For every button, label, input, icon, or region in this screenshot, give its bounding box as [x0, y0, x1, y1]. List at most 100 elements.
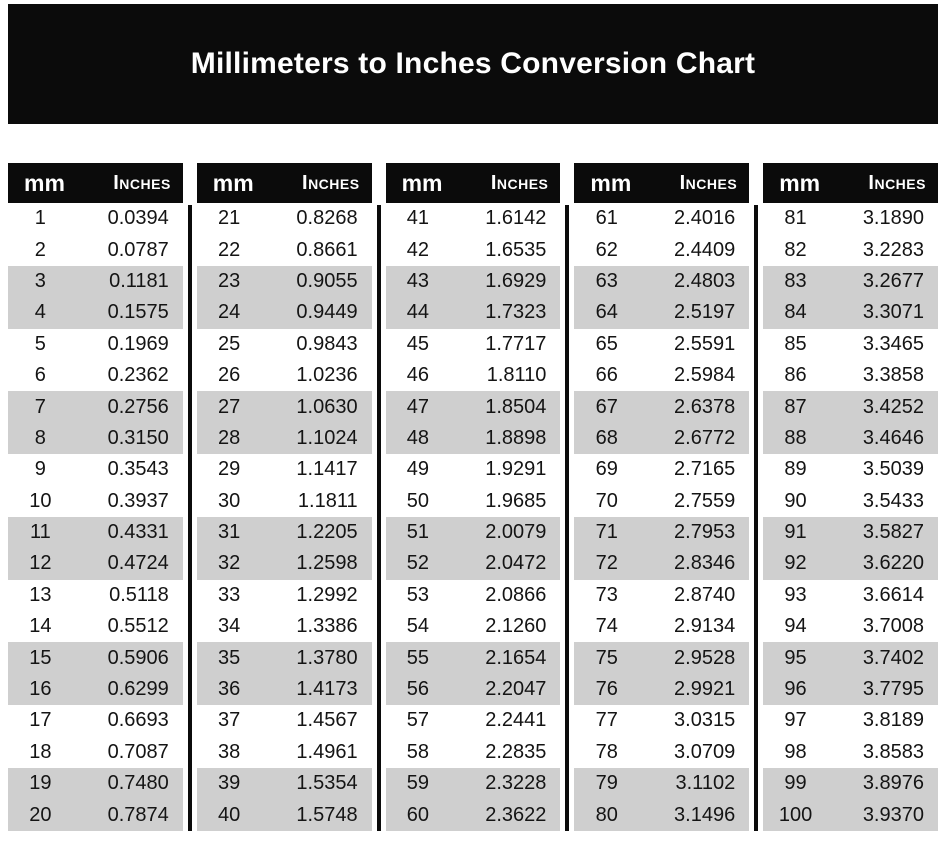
table-row: 44 1.7323: [385, 297, 561, 329]
inches-value: 1.4961: [296, 740, 358, 763]
mm-value: 16: [29, 678, 52, 701]
inches-value: 0.0394: [107, 207, 169, 230]
title-banner: Millimeters to Inches Conversion Chart: [8, 4, 938, 124]
mm-value: 20: [29, 803, 52, 826]
mm-value: 41: [406, 207, 430, 230]
mm-value: 69: [595, 458, 618, 481]
inches-value: 0.6299: [107, 678, 169, 701]
table-row: 47 1.8504: [385, 391, 561, 423]
inches-value: 2.0866: [485, 583, 547, 606]
mm-value: 33: [218, 583, 241, 606]
mm-value: 1: [34, 207, 46, 230]
table-row: 70 2.7559: [574, 485, 750, 517]
table-row: 15 0.5906: [8, 642, 183, 674]
inches-value: 1.6535: [485, 238, 547, 261]
table-row: 76 2.9921: [574, 673, 750, 706]
table-row: 41 1.6142: [385, 203, 561, 235]
table-row: 96 3.7795: [763, 673, 938, 706]
mm-value: 8: [34, 426, 46, 449]
mm-value: 28: [218, 426, 241, 449]
table-column-group: mm Inches 61 2.4016 62 2.4409 63 2.4803 …: [565, 163, 750, 831]
table-row: 67 2.6378: [574, 391, 750, 423]
mm-value: 52: [406, 552, 430, 575]
inches-header-label: Inches: [490, 171, 549, 194]
inches-value: 2.4016: [674, 207, 736, 230]
table-row: 29 1.1417: [196, 454, 372, 486]
inches-value: 1.7323: [485, 301, 547, 324]
inches-value: 2.7559: [674, 489, 736, 512]
mm-value: 62: [595, 238, 618, 261]
inches-value: 1.1417: [296, 458, 358, 481]
mm-value: 10: [29, 489, 52, 512]
inches-value: 0.3543: [107, 458, 169, 481]
table-row: 39 1.5354: [196, 768, 372, 800]
inches-value: 1.0630: [296, 395, 358, 418]
inches-value: 2.3228: [485, 772, 547, 795]
table-row: 28 1.1024: [196, 422, 372, 455]
inches-value: 3.3071: [862, 301, 924, 324]
table-row: 52 2.0472: [385, 548, 561, 580]
table-row: 3 0.1181: [8, 265, 183, 298]
inches-value: 3.1102: [675, 772, 736, 795]
mm-value: 15: [29, 646, 52, 669]
table-row: 2 0.0787: [8, 234, 183, 266]
table-row: 31 1.2205: [196, 516, 372, 549]
mm-value: 13: [29, 583, 52, 606]
inches-value: 1.3780: [296, 646, 358, 669]
mm-value: 4: [34, 301, 46, 324]
table-row: 23 0.9055: [196, 265, 372, 298]
mm-value: 29: [218, 458, 241, 481]
inches-value: 0.5512: [107, 615, 169, 638]
table-row: 84 3.3071: [763, 297, 938, 329]
table-row: 51 2.0079: [385, 516, 561, 549]
table-row: 80 3.1496: [574, 799, 750, 831]
mm-value: 27: [218, 395, 241, 418]
table-row: 4 0.1575: [8, 297, 183, 329]
mm-value: 53: [406, 583, 430, 606]
mm-value: 24: [218, 301, 241, 324]
table-row: 36 1.4173: [196, 673, 372, 706]
inches-value: 0.9449: [296, 301, 358, 324]
mm-value: 31: [218, 521, 241, 544]
inches-value: 3.4252: [862, 395, 924, 418]
table-row: 97 3.8189: [763, 705, 938, 737]
table-row: 72 2.8346: [574, 548, 750, 580]
table-row: 32 1.2598: [196, 548, 372, 580]
inches-value: 3.5433: [862, 489, 924, 512]
inches-value: 0.1181: [109, 269, 169, 292]
table-row: 20 0.7874: [8, 799, 183, 831]
inches-value: 3.7008: [862, 615, 924, 638]
mm-value: 78: [595, 740, 618, 763]
inches-value: 1.1811: [297, 489, 358, 512]
inches-value: 3.1496: [674, 803, 736, 826]
table-row: 95 3.7402: [763, 642, 938, 674]
inches-value: 3.2283: [862, 238, 924, 261]
mm-value: 74: [595, 615, 618, 638]
mm-header-label: mm: [779, 169, 821, 196]
mm-value: 81: [784, 207, 807, 230]
table-row: 19 0.7480: [8, 768, 183, 800]
table-row: 75 2.9528: [574, 642, 750, 674]
mm-header-label: mm: [401, 169, 443, 196]
table-row: 73 2.8740: [574, 579, 750, 612]
inches-value: 2.5591: [674, 332, 736, 355]
column-group-header: mm Inches: [574, 163, 750, 203]
table-row: 81 3.1890: [763, 203, 938, 235]
column-group-header: mm Inches: [763, 163, 938, 203]
mm-value: 39: [218, 772, 241, 795]
mm-value: 64: [595, 301, 618, 324]
table-row: 50 1.9685: [385, 485, 561, 517]
inches-value: 0.3150: [107, 426, 169, 449]
inches-value: 1.7717: [485, 332, 547, 355]
mm-value: 85: [784, 332, 807, 355]
inches-value: 2.0472: [485, 552, 547, 575]
mm-value: 59: [406, 772, 430, 795]
mm-value: 57: [406, 709, 430, 732]
mm-value: 76: [595, 678, 618, 701]
mm-value: 96: [784, 678, 807, 701]
table-column-group: mm Inches 81 3.1890 82 3.2283 83 3.2677 …: [754, 163, 938, 831]
table-row: 55 2.1654: [385, 642, 561, 674]
mm-value: 91: [784, 521, 807, 544]
mm-value: 14: [29, 615, 52, 638]
table-row: 8 0.3150: [8, 422, 183, 455]
